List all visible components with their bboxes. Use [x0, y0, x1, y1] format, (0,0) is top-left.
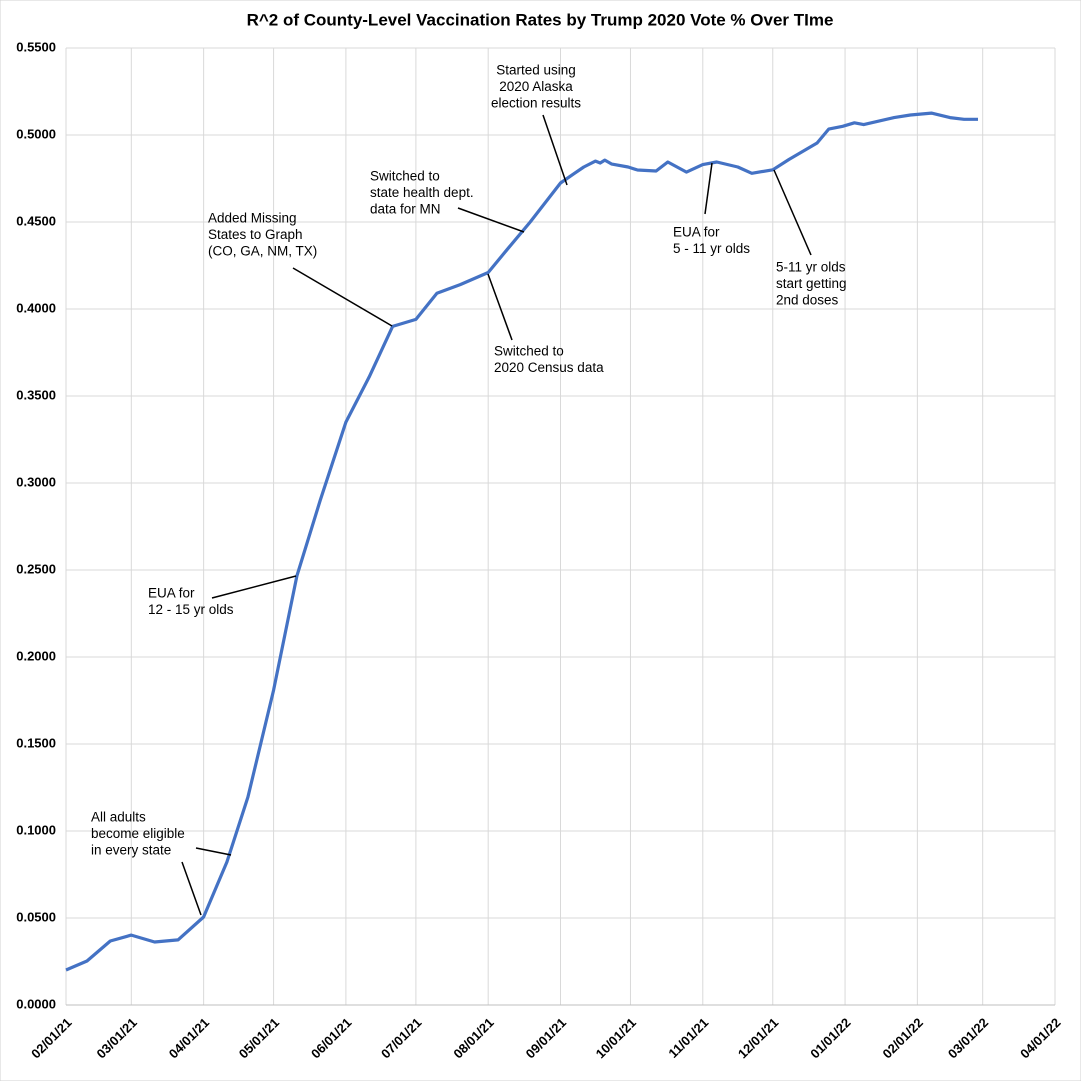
annotation-leader — [457, 207, 525, 233]
annotation: state health dept. — [370, 185, 474, 200]
annotation: EUA for — [148, 586, 195, 601]
annotation: (CO, GA, NM, TX) — [208, 244, 317, 259]
data-line — [65, 111, 978, 972]
annotation: EUA for — [673, 225, 720, 240]
annotation: 5 - 11 yr olds — [673, 241, 750, 256]
y-tick-label: 0.2000 — [16, 648, 56, 663]
annotation-leader — [542, 114, 568, 186]
y-tick-label: 0.5000 — [16, 126, 56, 141]
annotation: 2020 Alaska — [499, 79, 573, 94]
annotation: Started using — [496, 63, 576, 78]
annotation-leader — [195, 847, 232, 856]
y-tick-label: 0.1500 — [16, 735, 56, 750]
annotation: election results — [491, 96, 581, 111]
chart-title: R^2 of County-Level Vaccination Rates by… — [247, 10, 834, 29]
annotation: States to Graph — [208, 227, 303, 242]
annotation: start getting — [776, 276, 847, 291]
y-tick-label: 0.3000 — [16, 474, 56, 489]
annotation: in every state — [91, 843, 171, 858]
annotation: 5-11 yr olds — [776, 260, 846, 275]
annotation: 2020 Census data — [494, 360, 604, 375]
y-tick-label: 0.1000 — [16, 822, 56, 837]
annotation-leader — [704, 162, 713, 215]
annotation-leader — [292, 267, 393, 327]
annotation-leader — [181, 861, 202, 916]
annotation-leader — [487, 273, 513, 341]
annotation-leader — [211, 575, 297, 599]
y-tick-label: 0.5500 — [16, 39, 56, 54]
annotation: Switched to — [370, 169, 440, 184]
annotation-leader — [773, 169, 812, 256]
annotation: become eligible — [91, 826, 185, 841]
y-tick-label: 0.3500 — [16, 387, 56, 402]
annotation: data for MN — [370, 202, 441, 217]
annotation: 12 - 15 yr olds — [148, 602, 234, 617]
annotation: Switched to — [494, 344, 564, 359]
annotation: 2nd doses — [776, 293, 839, 308]
y-tick-label: 0.4500 — [16, 213, 56, 228]
annotation: All adults — [91, 810, 146, 825]
annotation: Added Missing — [208, 211, 297, 226]
y-tick-label: 0.0500 — [16, 909, 56, 924]
y-tick-label: 0.0000 — [16, 996, 56, 1011]
y-tick-label: 0.4000 — [16, 300, 56, 315]
y-tick-label: 0.2500 — [16, 561, 56, 576]
